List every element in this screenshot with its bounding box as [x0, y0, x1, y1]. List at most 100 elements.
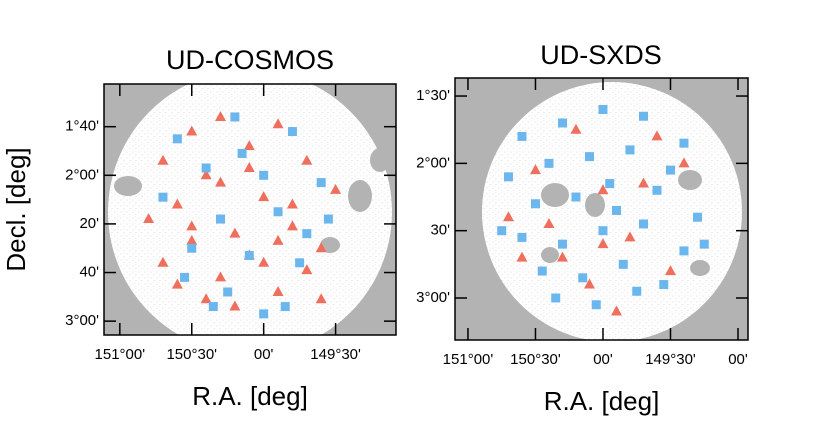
triangle-point: [529, 164, 541, 175]
triangle-point: [243, 140, 255, 151]
square-point: [530, 199, 540, 209]
square-point: [638, 111, 648, 121]
square-point: [259, 309, 269, 319]
square-point: [201, 163, 211, 173]
square-point: [172, 134, 182, 144]
x-axis-label: R.A. [deg]: [192, 381, 308, 411]
square-point: [571, 192, 581, 202]
triangle-point: [502, 211, 514, 222]
square-point: [665, 165, 675, 175]
triangle-point: [229, 300, 241, 311]
square-point: [223, 287, 233, 297]
square-point: [618, 259, 628, 269]
square-point: [503, 172, 513, 182]
y-axis-label: Decl. [deg]: [1, 147, 31, 271]
x-tick-label: 00': [593, 351, 613, 368]
y-tick-label: 40': [79, 264, 99, 281]
triangle-point: [157, 256, 169, 267]
triangle-point: [171, 198, 183, 209]
triangle-point: [171, 278, 183, 289]
x-tick-label: 149°30': [310, 346, 361, 363]
square-point: [699, 239, 709, 249]
x-tick-label: 00': [254, 346, 274, 363]
y-tick-label: 30': [430, 222, 450, 239]
triangle-point: [272, 234, 284, 245]
x-axis-label: R.A. [deg]: [544, 386, 660, 416]
triangle-point: [286, 220, 298, 231]
square-point: [295, 258, 305, 268]
triangle-point: [597, 238, 609, 249]
square-point: [158, 192, 168, 202]
triangle-point: [301, 154, 313, 165]
square-point: [497, 226, 507, 236]
square-point: [208, 302, 218, 312]
x-tick-label: 149°30': [645, 351, 696, 368]
square-point: [230, 112, 240, 122]
x-tick-label: 00': [728, 351, 748, 368]
square-point: [187, 243, 197, 253]
triangle-point: [186, 234, 198, 245]
triangle-point: [624, 231, 636, 242]
square-point: [237, 148, 247, 158]
y-tick-label: 20': [79, 215, 99, 232]
triangle-point: [258, 191, 270, 202]
square-point: [544, 158, 554, 168]
square-point: [598, 226, 608, 236]
y-tick-label: 2°00': [65, 166, 99, 183]
triangle-point: [637, 177, 649, 188]
y-tick-label: 1°40': [65, 118, 99, 135]
triangle-point: [200, 169, 212, 180]
triangle-point: [215, 176, 227, 187]
x-tick-label: 151°00': [443, 351, 494, 368]
plot-frame: [103, 83, 397, 336]
triangle-point: [583, 278, 595, 289]
square-point: [584, 152, 594, 162]
triangle-point: [651, 130, 663, 141]
square-point: [598, 105, 608, 115]
square-point: [638, 219, 648, 229]
square-point: [605, 179, 615, 189]
square-point: [517, 232, 527, 242]
square-point: [216, 214, 226, 224]
triangle-point: [516, 251, 528, 262]
square-point: [280, 302, 290, 312]
triangle-point: [272, 118, 284, 129]
square-point: [273, 207, 283, 217]
square-point: [537, 266, 547, 276]
triangle-point: [543, 217, 555, 228]
triangle-point: [215, 271, 227, 282]
square-point: [517, 131, 527, 141]
square-point: [323, 214, 333, 224]
square-point: [244, 251, 254, 261]
triangle-point: [143, 213, 155, 224]
triangle-point: [330, 183, 342, 194]
points: [497, 105, 709, 316]
triangle-point: [315, 293, 327, 304]
triangle-point: [243, 162, 255, 173]
square-point: [652, 185, 662, 195]
y-tick-label: 2°00': [416, 154, 450, 171]
square-point: [632, 286, 642, 296]
y-tick-label: 3°00': [416, 289, 450, 306]
square-point: [180, 272, 190, 282]
y-tick-label: 1°30': [416, 87, 450, 104]
triangle-point: [200, 293, 212, 304]
triangle-point: [186, 220, 198, 231]
triangle-point: [610, 305, 622, 316]
square-point: [679, 138, 689, 148]
x-tick-label: 150°30': [166, 346, 217, 363]
plot-frame: [454, 77, 749, 341]
y-tick-label: 3°00': [65, 312, 99, 329]
triangle-point: [556, 251, 568, 262]
x-tick-label: 150°30': [510, 351, 561, 368]
square-point: [679, 246, 689, 256]
chart-title: UD-SXDS: [540, 40, 662, 70]
square-point: [625, 145, 635, 155]
square-point: [591, 300, 601, 310]
field-sxds: [455, 78, 748, 340]
triangle-point: [315, 242, 327, 253]
triangle-point: [286, 198, 298, 209]
square-point: [659, 280, 669, 290]
square-point: [557, 118, 567, 128]
